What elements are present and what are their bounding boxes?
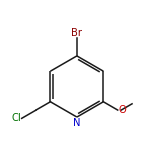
- Text: Cl: Cl: [12, 113, 21, 123]
- Text: O: O: [118, 105, 126, 115]
- Text: N: N: [73, 118, 81, 128]
- Text: Br: Br: [71, 28, 82, 38]
